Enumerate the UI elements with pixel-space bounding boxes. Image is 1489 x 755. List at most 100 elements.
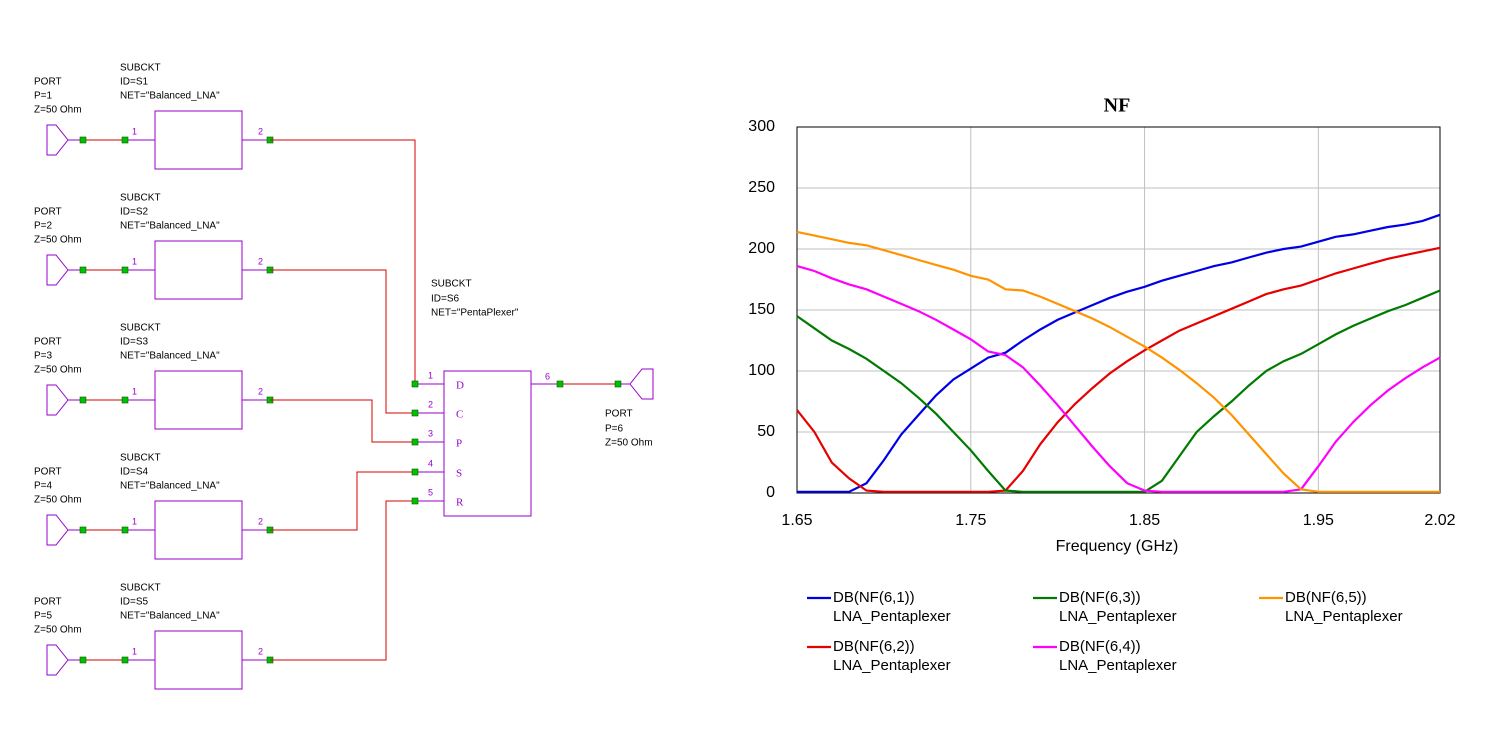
y-tick-label: 250 <box>748 179 775 196</box>
y-tick-label: 100 <box>748 362 775 379</box>
subckt-id: ID=S6 <box>431 294 460 305</box>
subckt-id: ID=S2 <box>120 207 149 218</box>
subckt-label: SUBCKT <box>431 279 472 290</box>
port-label: PORT <box>34 597 62 608</box>
port-letter: C <box>456 409 463 421</box>
node <box>121 266 129 274</box>
port-number: P=2 <box>34 221 53 232</box>
node <box>79 266 87 274</box>
port-impedance: Z=50 Ohm <box>34 235 82 246</box>
port-label: PORT <box>34 337 62 348</box>
node <box>614 380 622 388</box>
subckt-net: NET="Balanced_LNA" <box>120 611 220 622</box>
subckt-label: SUBCKT <box>120 583 161 594</box>
node <box>79 526 87 534</box>
subcircuit-block <box>154 500 243 560</box>
port-symbol <box>46 124 69 156</box>
port-impedance: Z=50 Ohm <box>34 105 82 116</box>
node <box>79 656 87 664</box>
port-impedance: Z=50 Ohm <box>605 438 653 449</box>
plot-frame <box>796 126 1441 494</box>
y-tick-label: 200 <box>748 240 775 257</box>
legend-source: LNA_Pentaplexer <box>833 657 951 674</box>
x-tick-label: 1.75 <box>955 512 986 529</box>
node <box>411 468 419 476</box>
y-tick-label: 300 <box>748 118 775 135</box>
subckt-label: SUBCKT <box>120 63 161 74</box>
node <box>121 526 129 534</box>
series-line <box>796 230 1440 493</box>
port-label: PORT <box>34 467 62 478</box>
port-label: PORT <box>605 409 633 420</box>
subcircuit-block <box>154 630 243 690</box>
wire <box>270 500 415 661</box>
series-line <box>796 265 1441 493</box>
subckt-net: NET="PentaPlexer" <box>431 308 519 319</box>
subcircuit-block <box>154 370 243 430</box>
y-tick-label: 150 <box>748 301 775 318</box>
series-line <box>797 213 1441 493</box>
port-letter: S <box>456 468 462 480</box>
pin-number: 1 <box>132 386 137 396</box>
node <box>121 396 129 404</box>
subckt-label: SUBCKT <box>120 323 161 334</box>
port-letter: R <box>456 497 464 509</box>
subckt-label: SUBCKT <box>120 193 161 204</box>
x-tick-label: 1.85 <box>1129 512 1160 529</box>
pin-number: 1 <box>428 370 433 380</box>
subcircuit-block <box>154 110 243 170</box>
pin-number: 6 <box>545 371 550 381</box>
pin-number: 4 <box>428 458 433 468</box>
wire <box>270 471 415 531</box>
pin-number: 2 <box>258 126 263 136</box>
port-symbol <box>46 644 69 676</box>
subckt-net: NET="Balanced_LNA" <box>120 91 220 102</box>
port-impedance: Z=50 Ohm <box>34 365 82 376</box>
legend-source: LNA_Pentaplexer <box>1285 608 1403 625</box>
subckt-net: NET="Balanced_LNA" <box>120 351 220 362</box>
node <box>79 396 87 404</box>
node <box>411 438 419 446</box>
port-letter: P <box>456 438 462 450</box>
x-tick-label: 2.02 <box>1424 512 1455 529</box>
port-number: P=4 <box>34 481 53 492</box>
node <box>411 380 419 388</box>
port-impedance: Z=50 Ohm <box>34 625 82 636</box>
pin-number: 2 <box>428 399 433 409</box>
node <box>411 409 419 417</box>
port-letter: D <box>456 380 464 392</box>
series-line <box>796 246 1441 493</box>
subckt-id: ID=S1 <box>120 77 149 88</box>
pin-number: 2 <box>258 256 263 266</box>
wire <box>270 139 416 384</box>
pin-number: 1 <box>132 256 137 266</box>
node <box>556 380 564 388</box>
legend-entry: DB(NF(6,2)) <box>833 638 915 655</box>
port-symbol <box>46 514 69 546</box>
series-line <box>796 289 1441 493</box>
x-tick-label: 1.65 <box>781 512 812 529</box>
port-symbol <box>46 254 69 286</box>
pin-number: 1 <box>132 126 137 136</box>
port-number: P=5 <box>34 611 53 622</box>
legend-entry: DB(NF(6,4)) <box>1059 638 1141 655</box>
port-number: P=6 <box>605 424 624 435</box>
pin-number: 2 <box>258 386 263 396</box>
subckt-net: NET="Balanced_LNA" <box>120 221 220 232</box>
y-tick-label: 50 <box>757 423 775 440</box>
legend-source: LNA_Pentaplexer <box>833 608 951 625</box>
port-symbol <box>46 384 69 416</box>
legend-source: LNA_Pentaplexer <box>1059 657 1177 674</box>
wire <box>270 399 415 443</box>
port-label: PORT <box>34 207 62 218</box>
legend-source: LNA_Pentaplexer <box>1059 608 1177 625</box>
subckt-net: NET="Balanced_LNA" <box>120 481 220 492</box>
pentaplexer-block <box>443 370 532 517</box>
port-symbol <box>629 368 654 400</box>
node <box>411 497 419 505</box>
port-label: PORT <box>34 77 62 88</box>
x-axis-label: Frequency (GHz) <box>1056 538 1179 555</box>
node <box>121 136 129 144</box>
node <box>121 656 129 664</box>
